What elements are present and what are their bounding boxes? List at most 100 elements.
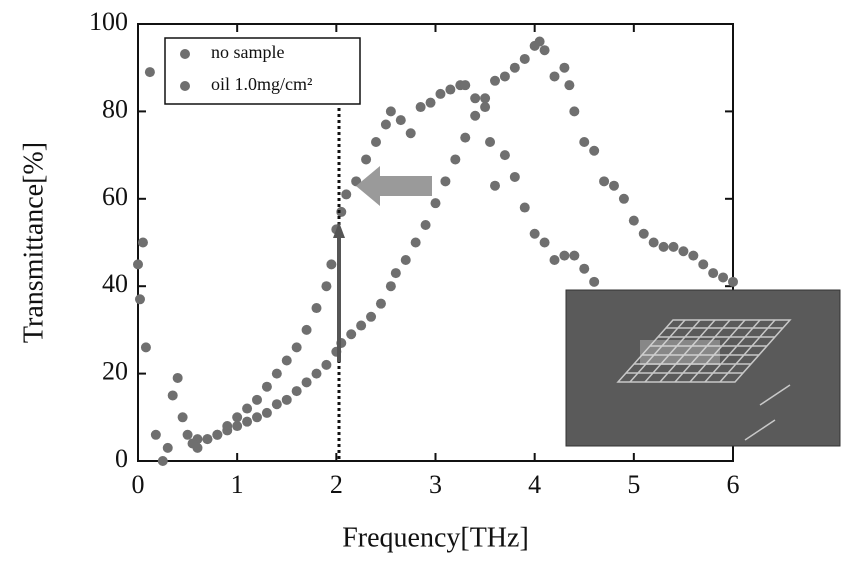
x-tick-label: 3 — [429, 470, 442, 499]
data-point — [728, 276, 738, 287]
data-point — [450, 154, 461, 165]
data-point — [589, 276, 600, 287]
data-point — [232, 412, 243, 423]
plot-area: 0 1 2 3 4 5 6020406080100Frequency[THz]Transmi… — [18, 7, 739, 553]
data-point — [430, 198, 441, 209]
data-point — [133, 259, 143, 270]
data-point — [366, 311, 377, 322]
data-point — [539, 45, 550, 56]
data-point — [519, 202, 530, 213]
data-point — [589, 145, 600, 156]
data-point — [346, 329, 357, 340]
x-tick-label: 4 — [528, 470, 541, 499]
data-point — [425, 97, 436, 108]
data-point — [559, 62, 570, 73]
y-tick-label: 40 — [102, 269, 128, 298]
data-point — [242, 403, 253, 414]
data-point — [321, 359, 332, 370]
data-point — [410, 237, 421, 248]
data-point — [569, 106, 580, 117]
data-point — [385, 281, 396, 292]
data-point — [281, 394, 292, 405]
inset-image — [565, 289, 841, 447]
data-point — [609, 180, 619, 191]
data-point — [261, 407, 272, 418]
data-point — [599, 176, 610, 187]
y-axis-title: Transmittance[%] — [18, 142, 49, 343]
legend-marker — [180, 49, 190, 59]
data-point — [371, 136, 381, 147]
data-point — [311, 368, 322, 379]
data-point — [291, 342, 302, 353]
data-point — [648, 237, 659, 248]
data-point — [470, 93, 481, 104]
data-point — [137, 237, 148, 248]
data-point — [212, 429, 223, 440]
legend-label: oil 1.0mg/cm² — [211, 74, 312, 94]
x-tick-label: 6 — [727, 470, 740, 499]
data-point — [301, 377, 312, 388]
data-point — [182, 429, 193, 440]
data-point — [539, 237, 550, 248]
data-point — [718, 272, 729, 283]
data-point — [420, 220, 431, 231]
data-point — [499, 71, 510, 82]
data-point — [445, 84, 456, 95]
data-point — [534, 36, 545, 47]
data-point — [440, 176, 451, 187]
data-point — [480, 102, 491, 113]
data-point — [134, 294, 145, 305]
data-point — [375, 298, 386, 309]
data-point — [415, 102, 426, 113]
y-tick-label: 60 — [102, 182, 128, 211]
legend-label: no sample — [211, 42, 285, 62]
data-point — [499, 150, 510, 161]
x-axis-title: Frequency[THz] — [342, 522, 529, 553]
data-point — [688, 250, 699, 261]
data-point — [509, 171, 520, 182]
data-point — [618, 193, 629, 204]
data-point — [480, 93, 491, 104]
x-tick-label: 0 — [132, 470, 145, 499]
data-point — [658, 241, 669, 252]
data-point — [341, 189, 352, 200]
arrow-head — [333, 222, 345, 238]
data-point — [261, 381, 272, 392]
data-point — [326, 259, 337, 270]
y-tick-label: 20 — [102, 357, 128, 386]
y-tick-label: 100 — [89, 7, 128, 36]
data-point — [291, 386, 302, 397]
data-point — [519, 53, 530, 64]
data-point — [140, 342, 151, 353]
data-point — [356, 320, 367, 331]
data-point — [172, 372, 183, 383]
data-point — [579, 263, 590, 274]
data-point — [549, 71, 560, 82]
data-point — [405, 128, 416, 139]
x-tick-label: 1 — [231, 470, 244, 499]
data-point — [271, 368, 282, 379]
data-point — [144, 67, 155, 78]
data-point — [564, 80, 575, 91]
data-point — [559, 250, 570, 261]
y-tick-label: 0 — [115, 444, 128, 473]
data-point — [490, 180, 500, 191]
data-point — [271, 399, 282, 410]
data-point — [638, 228, 649, 239]
data-point — [361, 154, 372, 165]
data-point — [460, 80, 471, 91]
data-point — [336, 206, 347, 217]
data-point — [150, 429, 161, 440]
data-point — [157, 456, 168, 466]
data-point — [252, 412, 262, 423]
data-point — [698, 259, 709, 270]
data-point — [202, 434, 213, 445]
x-tick-label: 2 — [330, 470, 343, 499]
data-point — [162, 442, 173, 453]
data-point — [579, 136, 590, 147]
data-point — [435, 88, 446, 99]
data-point — [311, 303, 322, 314]
data-point — [380, 119, 391, 130]
